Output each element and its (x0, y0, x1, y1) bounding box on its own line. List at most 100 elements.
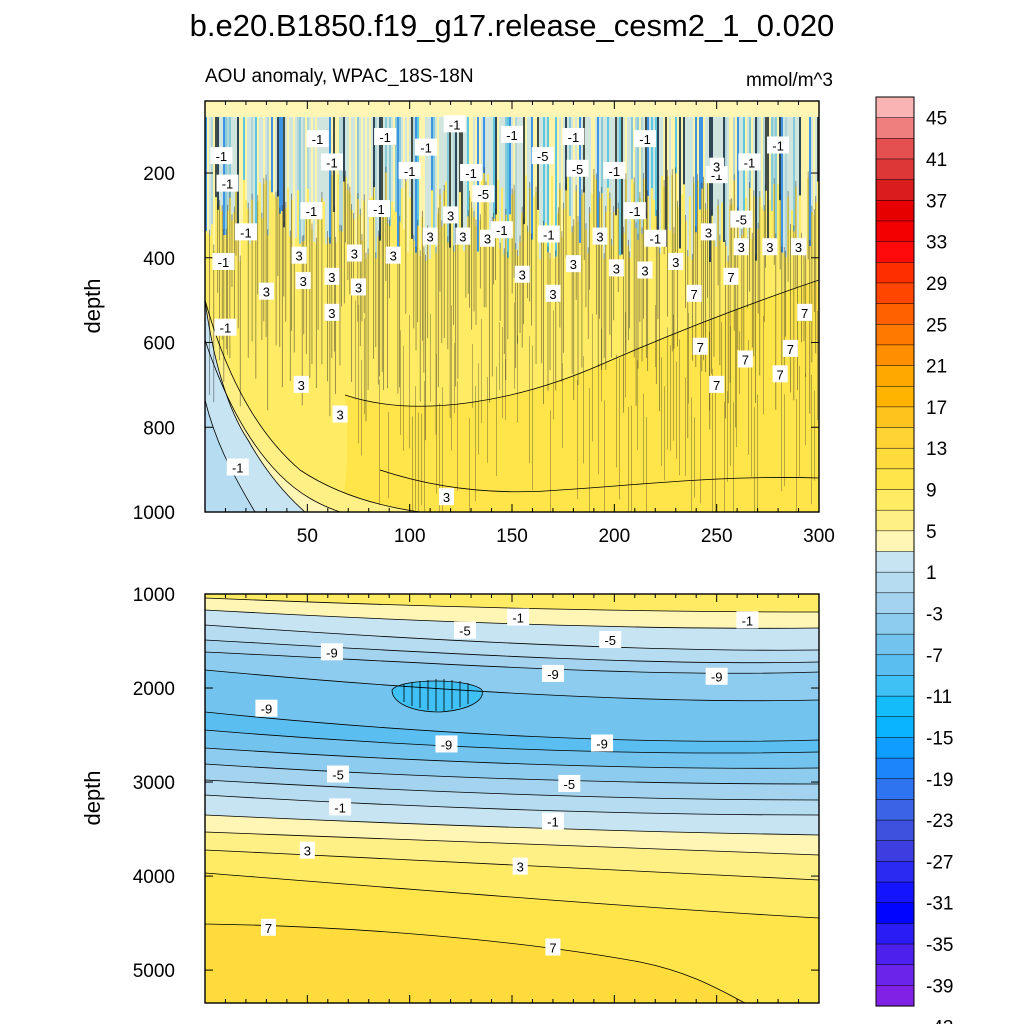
noise-line (673, 314, 674, 441)
noise-shaft (523, 117, 525, 225)
noise-shaft (361, 117, 363, 241)
noise-line (565, 184, 567, 258)
noise-shaft (305, 117, 307, 216)
noise-line (691, 397, 692, 512)
contour-label-bg (258, 282, 274, 300)
noise-line (505, 208, 507, 380)
noise-shaft (245, 117, 247, 200)
noise-shaft (353, 117, 355, 219)
noise-line (427, 225, 429, 339)
noise-line (593, 169, 595, 240)
colorbar-label: -39 (926, 976, 953, 997)
noise-shaft (803, 117, 805, 257)
contour-label: 3 (385, 246, 401, 264)
noise-line (743, 222, 745, 361)
noise-line (561, 231, 563, 383)
noise-shaft (629, 117, 631, 258)
colorbar-swatch (875, 861, 915, 883)
noise-shaft (635, 117, 637, 229)
colorbar-swatch (875, 654, 915, 677)
noise-shaft (377, 117, 379, 237)
noise-shaft (739, 117, 741, 247)
colorbar-label: 5 (926, 522, 937, 543)
noise-shaft (743, 117, 745, 229)
contour-label: -1 (300, 202, 323, 220)
contour-label: -1 (501, 125, 523, 143)
contour-label-text: 3 (570, 257, 577, 272)
noise-line (475, 386, 476, 502)
noise-shaft (671, 117, 673, 176)
noise-line (430, 313, 431, 402)
lower-band-16 (205, 850, 819, 918)
upper-y-tick-label: 400 (143, 249, 175, 270)
noise-shaft (335, 117, 337, 243)
contour-label-text: 7 (549, 941, 556, 956)
lower-band-14 (205, 815, 819, 855)
noise-line (377, 230, 379, 385)
noise-line (239, 255, 241, 407)
noise-line (499, 322, 500, 391)
noise-shaft (295, 117, 297, 238)
noise-line (775, 233, 777, 410)
noise-line (359, 208, 361, 347)
colorbar-swatch (875, 406, 915, 429)
noise-shaft (769, 117, 771, 201)
noise-line (641, 227, 643, 362)
noise-shaft (683, 117, 685, 185)
noise-line (519, 235, 521, 334)
noise-shaft (415, 117, 417, 253)
colorbar-label: -43 (926, 1018, 953, 1024)
noise-shaft (279, 117, 281, 214)
noise-line (573, 219, 575, 401)
noise-line (754, 407, 755, 512)
noise-shaft (291, 117, 293, 200)
contour-label-text: -1 (772, 138, 784, 153)
noise-shaft (487, 117, 489, 175)
noise-line (315, 237, 317, 389)
noise-line (747, 237, 748, 309)
noise-shaft (499, 117, 501, 249)
contour-label-bg (537, 225, 560, 243)
noise-line (439, 188, 441, 292)
noise-shaft (289, 117, 291, 237)
noise-line (787, 190, 789, 282)
contour-label-text: 3 (296, 249, 303, 264)
noise-shaft (761, 117, 763, 208)
contour-label-bg (541, 664, 564, 682)
noise-line (817, 311, 818, 421)
contour-label: 7 (692, 337, 708, 355)
noise-shaft (783, 117, 785, 254)
contour-label-bg (320, 153, 343, 171)
contour-label: -5 (531, 147, 554, 165)
contour-label-bg (293, 375, 309, 393)
contour-label: -1 (367, 200, 390, 218)
noise-line (724, 401, 725, 512)
noise-shaft (293, 117, 295, 254)
contour-label-bg (591, 734, 614, 752)
noise-line (557, 207, 559, 303)
noise-shaft (325, 117, 327, 245)
noise-line (796, 399, 797, 512)
noise-shaft (427, 117, 429, 232)
noise-line (421, 413, 422, 506)
contour-label-text: -1 (326, 155, 338, 170)
noise-line (693, 176, 695, 301)
noise-line (705, 203, 706, 373)
noise-line (481, 319, 482, 424)
noise-line (331, 168, 333, 359)
noise-shaft (437, 117, 439, 214)
noise-line (599, 191, 601, 319)
contour-label: -1 (216, 174, 239, 192)
lower-band-13 (205, 795, 819, 835)
lower-band-12 (205, 780, 819, 815)
contour-label: -1 (767, 136, 790, 154)
noise-line (731, 198, 733, 271)
noise-line (465, 227, 467, 298)
noise-shaft (593, 117, 595, 176)
noise-shaft (637, 117, 639, 240)
contour-label-text: 7 (691, 287, 698, 302)
noise-line (715, 375, 716, 512)
noise-shaft (449, 117, 451, 248)
noise-line (713, 229, 715, 357)
noise-line (257, 194, 259, 295)
